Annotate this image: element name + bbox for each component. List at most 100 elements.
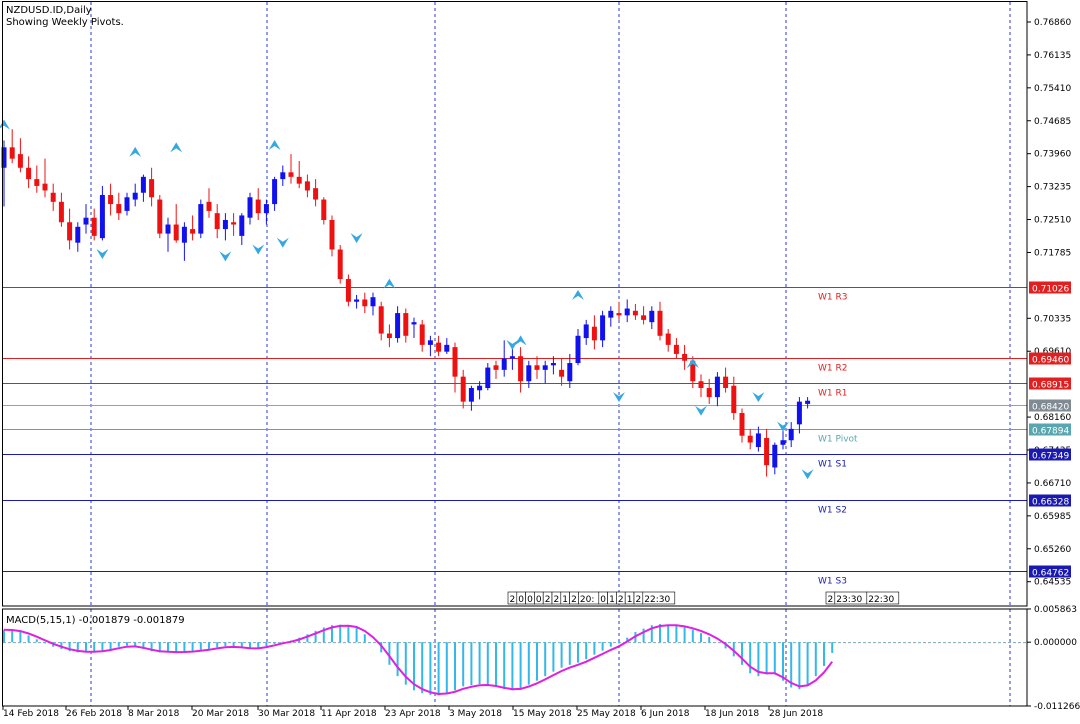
candle-body bbox=[263, 204, 269, 214]
pivot-price-tag bbox=[1029, 565, 1071, 578]
candle bbox=[641, 306, 647, 325]
candle bbox=[567, 353, 573, 389]
fractal-down-arrow-icon bbox=[801, 469, 814, 480]
candle bbox=[124, 192, 130, 216]
candle bbox=[190, 215, 196, 241]
candle bbox=[583, 319, 589, 345]
current-price-tag-label: 0.68420 bbox=[1032, 403, 1069, 413]
candle-body bbox=[132, 192, 138, 200]
x-tick-label: 20 Mar 2018 bbox=[192, 709, 249, 719]
candle-body bbox=[780, 440, 786, 445]
candle bbox=[198, 199, 204, 239]
candle-body bbox=[58, 201, 64, 223]
candle-body bbox=[34, 179, 40, 186]
candle-body bbox=[345, 279, 351, 302]
candle-body bbox=[140, 176, 146, 193]
candle-body bbox=[354, 299, 360, 302]
candle bbox=[395, 306, 401, 343]
x-tick-label: 11 Apr 2018 bbox=[321, 709, 377, 719]
candle bbox=[288, 154, 294, 184]
candle bbox=[526, 360, 532, 389]
candle bbox=[780, 428, 786, 450]
x-tick-label: 3 May 2018 bbox=[449, 709, 502, 719]
fractal-down-arrow-icon bbox=[219, 251, 232, 262]
time-marker-label: 2 bbox=[618, 595, 624, 605]
y-tick-label: 0.71785 bbox=[1034, 248, 1071, 258]
fractal-up-arrow-icon bbox=[514, 335, 527, 346]
candle-body bbox=[739, 412, 745, 436]
candle bbox=[755, 426, 761, 452]
candle bbox=[386, 324, 392, 348]
candle bbox=[673, 338, 679, 359]
y-tick-label: 0.70335 bbox=[1034, 314, 1071, 324]
candle-body bbox=[403, 313, 409, 336]
pivot-price-tag-label: 0.67349 bbox=[1032, 452, 1069, 462]
candle-body bbox=[600, 315, 606, 341]
candle bbox=[34, 165, 40, 193]
candle-body bbox=[764, 437, 770, 466]
candle bbox=[477, 381, 483, 400]
candle bbox=[165, 217, 171, 252]
candle-body bbox=[591, 326, 597, 341]
candle bbox=[403, 308, 409, 343]
candle bbox=[665, 328, 671, 352]
candle bbox=[559, 358, 565, 386]
candle bbox=[452, 342, 458, 393]
pivot-price-tag bbox=[1029, 494, 1071, 507]
candle-body bbox=[723, 376, 729, 389]
fractal-down-arrow-icon bbox=[752, 392, 765, 403]
candle-body bbox=[805, 400, 811, 404]
candle bbox=[378, 301, 384, 341]
candle bbox=[534, 356, 540, 379]
x-tick-label: 25 May 2018 bbox=[577, 709, 636, 719]
candle-body bbox=[550, 363, 556, 366]
candle-body bbox=[247, 197, 253, 218]
candle bbox=[75, 222, 81, 252]
candle-body bbox=[632, 310, 638, 316]
candle-body bbox=[419, 324, 425, 345]
candle-body bbox=[559, 369, 565, 377]
candle bbox=[460, 369, 466, 409]
candle-body bbox=[534, 365, 540, 370]
candle-body bbox=[9, 147, 15, 159]
candle-body bbox=[83, 217, 89, 225]
candle bbox=[1, 140, 7, 207]
candle-body bbox=[26, 167, 32, 180]
candle bbox=[427, 335, 433, 357]
pivot-price-tag-label: 0.67894 bbox=[1032, 427, 1069, 437]
candle-body bbox=[198, 204, 204, 234]
candle bbox=[362, 292, 368, 314]
candle-body bbox=[501, 358, 507, 370]
candle bbox=[272, 176, 278, 211]
candle-body bbox=[616, 313, 622, 316]
candle bbox=[411, 317, 417, 339]
candle-body bbox=[239, 215, 245, 236]
candle bbox=[616, 301, 622, 320]
candle-body bbox=[649, 310, 655, 323]
candle bbox=[706, 378, 712, 404]
macd-y-tick-label: -0.011266 bbox=[1034, 702, 1080, 712]
candle bbox=[468, 385, 474, 411]
time-marker-label: 1 bbox=[627, 595, 633, 605]
candle-body bbox=[641, 315, 647, 320]
fractal-up-arrow-icon bbox=[383, 278, 396, 289]
candle-body bbox=[149, 179, 155, 198]
candle bbox=[518, 347, 524, 393]
time-marker-label: 1 bbox=[562, 595, 568, 605]
candle-body bbox=[567, 363, 573, 382]
candle-body bbox=[583, 324, 589, 339]
pivot-price-tag-label: 0.64762 bbox=[1032, 569, 1069, 579]
pivot-level-label: W1 S3 bbox=[818, 577, 847, 587]
pivot-price-tag bbox=[1029, 448, 1071, 461]
candle bbox=[50, 183, 56, 211]
candle-body bbox=[796, 401, 802, 425]
candle-body bbox=[460, 376, 466, 402]
candle bbox=[83, 204, 89, 234]
candle-body bbox=[181, 226, 187, 243]
candle-body bbox=[657, 310, 663, 336]
candle bbox=[509, 347, 515, 370]
pivot-price-tag bbox=[1029, 377, 1071, 390]
y-tick-label: 0.66710 bbox=[1034, 479, 1071, 489]
candle-body bbox=[124, 197, 130, 211]
chart-title: NZDUSD.ID,Daily bbox=[6, 5, 92, 16]
